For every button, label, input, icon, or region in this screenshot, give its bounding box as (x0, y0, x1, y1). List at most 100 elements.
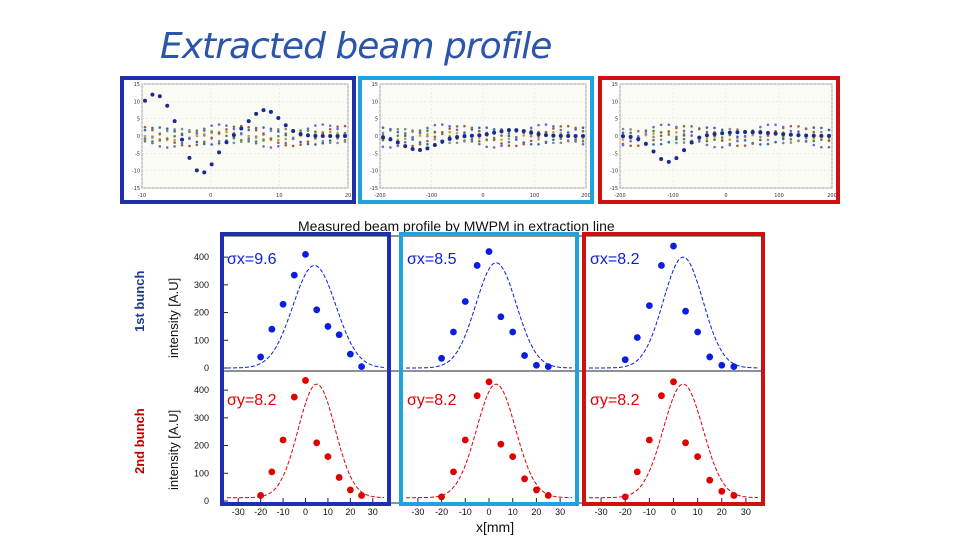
x-tick-label: 30 (368, 507, 378, 517)
thumbnail-trace-point (566, 124, 570, 128)
sigma-label: σy=8.2 (590, 392, 640, 409)
thumbnail-trace-point (381, 138, 385, 142)
thumbnail-trace-point (500, 142, 503, 145)
y-tick-label: 300 (194, 413, 209, 423)
data-point (290, 393, 298, 401)
x-tick-label: -10 (459, 507, 472, 517)
thumbnail-main-trace-point (566, 133, 571, 138)
thumbnail-trace-point (225, 128, 228, 131)
thumbnail-main-trace-point (735, 130, 740, 135)
thumbnail-trace-point (675, 131, 678, 134)
thumbnail-plot-3: 15 10 5 0 -5 -10 -15 -200 -100 0 100 200 (598, 76, 840, 204)
thumbnail-trace-point (621, 127, 625, 131)
data-point (730, 363, 738, 371)
thumbnail-main-trace-point (666, 159, 671, 164)
thumbnail-main-trace-point (773, 131, 778, 136)
thumbnail-trace-point (277, 144, 280, 148)
thumbnail-trace-point (411, 129, 414, 132)
thumbnail-main-trace-point (298, 132, 303, 137)
x-tick-label: -10 (643, 507, 656, 517)
x-tick-label: 30 (555, 507, 565, 517)
thumbnail-trace-point (682, 124, 686, 128)
thumbnail-main-trace-point (440, 139, 445, 144)
thumbnail-trace-point (667, 140, 671, 144)
thumbnail-plot-2: 15 10 5 0 -5 -10 -15 -200 -100 0 100 200 (358, 76, 594, 204)
thumbnail-main-trace-point (819, 133, 824, 138)
thumbnail-trace-point (477, 126, 481, 130)
thumbnail-trace-point (165, 137, 169, 140)
y-tick-label: 300 (194, 280, 209, 290)
thumbnail-trace-point (396, 127, 400, 131)
thumbnail-trace-point (629, 139, 632, 143)
thumbnail-trace-point (403, 127, 407, 131)
thumbnail-trace-point (158, 145, 162, 148)
thumbnail-trace-point (690, 134, 693, 138)
thumbnail-trace-point (188, 128, 191, 132)
thumbnail-trace-point (659, 131, 663, 134)
thumbnail-trace-point (151, 141, 154, 145)
thumbnail-trace-point (343, 124, 347, 128)
thumbnail-trace-point (225, 130, 228, 134)
fit-curve (227, 383, 384, 499)
thumbnail-trace-point (812, 139, 816, 143)
thumbnail-main-trace-point (804, 133, 809, 138)
thumbnail-main-trace-point (231, 133, 236, 138)
data-point (497, 440, 505, 448)
thumbnail-trace-point (728, 143, 732, 147)
thumbnail-trace-point (328, 124, 332, 128)
thumbnail-main-trace-point (827, 133, 831, 138)
thumbnail-trace-point (426, 139, 429, 143)
thumbnail-trace-point (440, 123, 444, 126)
thumbnail-main-trace-point (469, 133, 474, 138)
thumbnail-trace-point (433, 123, 437, 127)
thumbnail-trace-point (165, 129, 169, 133)
thumbnail-trace-point (720, 139, 724, 142)
thumbnail-trace-point (418, 142, 422, 146)
data-point (694, 453, 702, 461)
thumbnail-main-trace-point (765, 130, 770, 135)
thumbnail-main-trace-point (712, 131, 717, 136)
thumbnail-main-trace-point (268, 109, 273, 114)
thumbnail-trace-point (720, 145, 724, 149)
thumbnail-trace-point (667, 123, 671, 127)
thumbnail-trace-point (284, 143, 288, 147)
thumbnail-main-trace-point (573, 133, 578, 138)
thumbnail-trace-point (820, 130, 823, 134)
thumbnail-main-trace-point (447, 136, 452, 141)
thumbnail-trace-point (566, 131, 570, 134)
thumbnail-trace-point (682, 132, 686, 135)
thumbnail-main-trace-point (758, 130, 763, 135)
thumbnail-trace-point (705, 126, 709, 129)
x-tick-label: 0 (486, 507, 491, 517)
thumbnail-trace-point (277, 138, 280, 142)
thumbnail-y-tick: -15 (370, 186, 378, 192)
x-tick-label: -10 (277, 507, 290, 517)
data-point (358, 363, 365, 371)
data-point (497, 313, 505, 321)
thumbnail-trace-point (827, 145, 831, 149)
data-point (521, 475, 528, 483)
thumbnail-trace-point (485, 126, 489, 129)
thumbnail-trace-point (537, 123, 540, 127)
thumbnail-main-trace-point (276, 115, 281, 120)
thumbnail-main-trace-point (381, 135, 385, 140)
thumbnail-trace-point (195, 140, 199, 144)
thumbnail-main-trace-point (224, 140, 229, 145)
thumbnail-trace-point (173, 138, 176, 142)
thumbnail-trace-point (581, 126, 585, 130)
thumbnail-trace-point (254, 141, 258, 145)
thumbnail-main-trace-point (209, 162, 214, 167)
thumbnail-trace-point (202, 127, 206, 131)
x-tick-label: -20 (435, 507, 448, 517)
thumbnail-y-tick: -15 (610, 186, 618, 192)
thumbnail-main-trace-point (529, 130, 534, 135)
thumbnail-main-trace-point (165, 103, 170, 108)
thumbnail-trace-point (759, 125, 762, 129)
thumbnail-x-tick: 0 (724, 193, 727, 199)
thumbnail-trace-point (299, 140, 302, 144)
thumbnail-trace-point (403, 140, 407, 144)
thumbnail-x-tick: 200 (827, 193, 836, 199)
thumbnail-trace-point (529, 139, 533, 143)
thumbnail-main-trace-point (558, 133, 563, 138)
thumbnail-trace-point (629, 131, 632, 135)
